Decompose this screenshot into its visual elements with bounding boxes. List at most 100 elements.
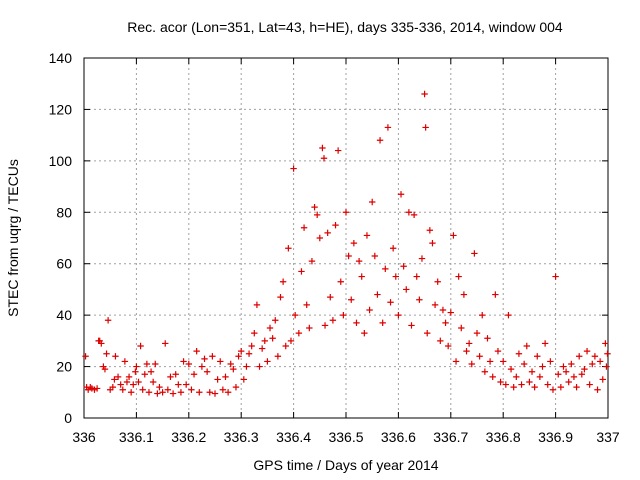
data-point — [431, 301, 439, 309]
data-point — [251, 329, 258, 337]
data-point — [201, 355, 208, 363]
data-point — [395, 311, 402, 319]
data-point — [442, 319, 449, 327]
data-point — [154, 390, 161, 397]
data-point — [240, 376, 248, 383]
data-point — [507, 365, 515, 373]
data-point — [348, 296, 355, 303]
data-point — [547, 358, 554, 365]
data-point — [185, 360, 192, 368]
data-point — [510, 383, 517, 391]
data-point — [329, 317, 337, 324]
data-point — [162, 340, 169, 347]
x-tick-label: 336.5 — [328, 429, 363, 445]
data-point — [182, 381, 190, 388]
data-point — [450, 232, 457, 239]
data-point — [408, 322, 415, 329]
data-point — [298, 268, 305, 275]
data-point — [594, 386, 601, 393]
data-point — [327, 293, 334, 301]
data-point — [269, 335, 276, 342]
data-point — [152, 360, 159, 368]
data-point — [460, 291, 468, 298]
data-point — [164, 386, 172, 393]
data-point — [452, 358, 460, 365]
data-point — [117, 381, 124, 388]
data-point — [137, 342, 144, 350]
data-point — [282, 342, 289, 350]
data-point — [575, 353, 583, 360]
data-point — [568, 360, 575, 368]
data-point — [209, 353, 216, 360]
data-point — [121, 358, 129, 365]
data-point — [505, 311, 512, 319]
data-point — [300, 224, 308, 231]
data-point — [232, 383, 240, 391]
data-point — [468, 360, 475, 368]
data-point — [528, 368, 536, 375]
data-point — [82, 353, 89, 360]
data-point — [303, 301, 310, 309]
data-point — [536, 373, 544, 381]
data-point — [274, 353, 282, 360]
data-point — [523, 342, 530, 350]
data-point — [560, 363, 567, 370]
data-point — [444, 342, 452, 350]
x-tick-label: 336.8 — [486, 429, 521, 445]
data-point — [235, 353, 242, 360]
data-point — [279, 278, 287, 285]
data-point — [264, 358, 271, 365]
data-point — [256, 363, 263, 370]
data-point — [578, 371, 585, 378]
data-point — [104, 317, 112, 324]
data-point — [238, 347, 245, 355]
data-point — [573, 383, 580, 391]
data-point — [175, 381, 182, 388]
data-point — [374, 291, 381, 298]
data-point — [603, 363, 610, 370]
data-point — [371, 252, 379, 260]
data-point — [497, 378, 504, 386]
x-tick-label: 336.3 — [224, 429, 259, 445]
data-point — [447, 309, 454, 316]
data-point — [515, 350, 523, 357]
data-point — [500, 358, 507, 365]
data-point — [518, 381, 525, 388]
data-point — [313, 211, 321, 219]
data-point — [101, 365, 109, 373]
y-axis-label: STEC from uqrg / TECUs — [5, 159, 21, 317]
data-point — [397, 191, 405, 198]
data-point — [206, 389, 213, 396]
data-point — [159, 389, 166, 396]
data-point — [361, 329, 368, 337]
data-point — [565, 378, 572, 386]
data-point — [465, 340, 473, 347]
data-point — [133, 363, 140, 370]
data-point — [562, 368, 570, 375]
data-point — [227, 360, 234, 368]
data-point — [125, 373, 133, 381]
data-point — [145, 389, 153, 396]
data-point — [332, 221, 339, 229]
data-point — [316, 234, 323, 242]
data-point — [320, 155, 328, 162]
data-point — [369, 198, 376, 206]
x-ticks: 336 336.1 336.2 336.3 336.4 336.5 336.6 336.7 33… — [72, 58, 620, 445]
data-point — [266, 324, 274, 332]
data-point — [345, 252, 352, 260]
data-point — [253, 301, 261, 309]
x-tick-label: 336.4 — [276, 429, 311, 445]
data-point — [306, 324, 313, 332]
data-point — [602, 340, 609, 347]
data-point — [526, 378, 533, 386]
data-point — [429, 239, 436, 247]
data-point — [439, 306, 447, 314]
data-point — [389, 245, 397, 252]
data-point — [570, 373, 578, 381]
data-point — [557, 383, 565, 391]
data-point — [340, 311, 347, 319]
plot-frame — [83, 57, 609, 419]
data-point — [119, 386, 126, 393]
data-point — [156, 383, 163, 391]
